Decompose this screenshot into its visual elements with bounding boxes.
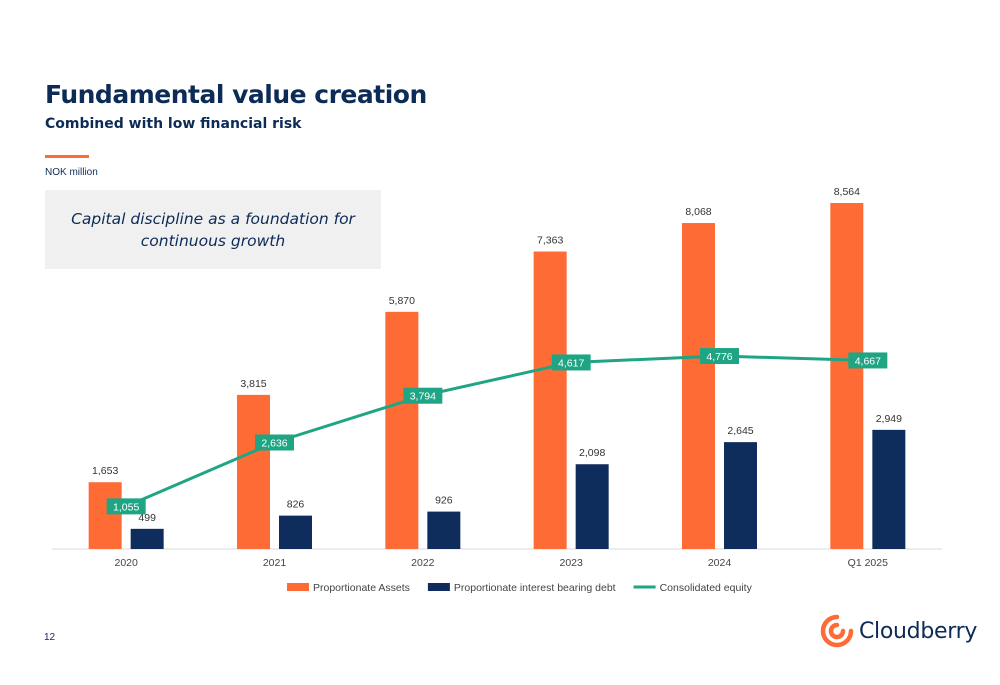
units-label: NOK million <box>45 167 98 178</box>
assets-value-label: 3,815 <box>240 378 266 390</box>
assets-bar <box>533 251 567 550</box>
equity-label-box <box>551 354 591 371</box>
debt-value-label: 2,645 <box>727 425 753 437</box>
accent-line <box>45 155 89 158</box>
debt-value-label: 926 <box>435 495 453 507</box>
debt-value-label: 2,098 <box>579 447 605 459</box>
equity-label-box <box>403 387 443 404</box>
debt-bar <box>279 515 312 549</box>
legend-label: Proportionate interest bearing debt <box>454 582 616 594</box>
page-title: Fundamental value creation <box>45 80 427 109</box>
assets-value-label: 1,653 <box>92 465 118 477</box>
assets-bar <box>88 482 122 549</box>
callout-box: Capital discipline as a foundation for c… <box>45 190 381 269</box>
equity-value-label: 4,776 <box>706 351 732 363</box>
equity-value-label: 4,667 <box>855 355 881 367</box>
legend-swatch <box>287 583 309 591</box>
debt-bar <box>130 528 164 549</box>
x-tick-label: 2020 <box>114 557 138 569</box>
equity-label-box <box>255 434 294 451</box>
assets-bar <box>830 203 864 549</box>
legend-label: Proportionate Assets <box>313 582 410 594</box>
x-tick-label: 2022 <box>411 557 435 569</box>
x-tick-label: Q1 2025 <box>848 557 888 569</box>
x-tick-label: 2023 <box>559 557 583 569</box>
assets-bar <box>385 311 419 549</box>
page-number: 12 <box>44 632 56 643</box>
logo-text: Cloudberry <box>859 618 978 644</box>
assets-bar <box>682 223 715 549</box>
callout-text: Capital discipline as a foundation for c… <box>71 209 355 250</box>
page-subtitle: Combined with low financial risk <box>45 116 302 132</box>
equity-value-label: 1,055 <box>113 501 139 513</box>
assets-value-label: 8,564 <box>834 186 860 198</box>
equity-label-box <box>848 352 888 369</box>
equity-value-label: 3,794 <box>410 391 436 403</box>
equity-label-box <box>700 348 739 365</box>
equity-label-box <box>106 498 146 515</box>
assets-value-label: 7,363 <box>537 235 563 247</box>
company-logo: Cloudberry <box>820 614 977 648</box>
debt-value-label: 826 <box>287 499 305 511</box>
debt-bar <box>872 429 906 549</box>
debt-value-label: 2,949 <box>876 413 902 425</box>
debt-value-label: 499 <box>138 512 156 524</box>
legend-label: Consolidated equity <box>660 582 753 594</box>
debt-bar <box>427 511 461 549</box>
x-tick-label: 2021 <box>263 557 287 569</box>
x-tick-label: 2024 <box>708 557 732 569</box>
equity-line <box>125 354 868 508</box>
legend-swatch <box>427 583 450 591</box>
assets-value-label: 8,068 <box>685 206 711 218</box>
assets-value-label: 5,870 <box>389 295 415 307</box>
assets-bar <box>237 394 270 549</box>
equity-value-label: 2,636 <box>261 438 287 450</box>
debt-bar <box>575 464 609 549</box>
equity-value-label: 4,617 <box>558 357 584 369</box>
debt-bar <box>724 442 757 549</box>
cloudberry-logo-icon <box>820 614 854 648</box>
